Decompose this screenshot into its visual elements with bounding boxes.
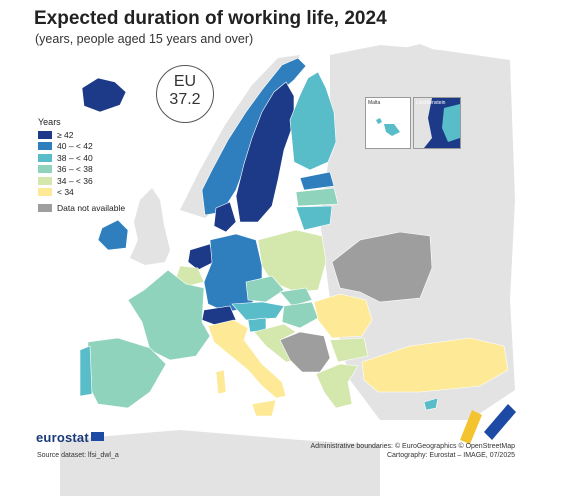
- region-eastern-na: [331, 231, 433, 303]
- legend-label: 40 – < 42: [57, 141, 93, 152]
- region-turkey: [361, 337, 509, 393]
- region-czechia: [245, 275, 285, 303]
- region-sicily: [251, 399, 277, 417]
- eurostat-arrow-graphic-2: [484, 404, 516, 440]
- region-italy: [207, 319, 287, 399]
- legend-item-na: Data not available: [38, 202, 125, 214]
- region-balkans-na: [279, 331, 331, 373]
- region-slovakia: [279, 287, 313, 307]
- region-cyprus: [423, 397, 439, 411]
- legend-swatch: [38, 176, 52, 185]
- legend-swatch: [38, 188, 52, 197]
- credit-cartography: Cartography: Eurostat – IMAGE, 07/2025: [386, 452, 515, 459]
- inset-malta-label: Malta: [368, 100, 381, 106]
- credit-boundaries: Administrative boundaries: © EuroGeograp…: [310, 443, 515, 450]
- eu-flag-icon: [91, 432, 104, 441]
- legend-item: 36 – < 38: [38, 164, 125, 176]
- legend-item: 34 – < 36: [38, 175, 125, 187]
- map-subtitle: (years, people aged 15 years and over): [35, 32, 254, 46]
- region-netherlands: [187, 243, 215, 271]
- region-finland: [289, 71, 337, 171]
- legend-label: 34 – < 36: [57, 175, 93, 186]
- legend-swatch: [38, 165, 52, 174]
- region-hungary: [281, 301, 319, 329]
- region-iceland: [81, 77, 127, 113]
- region-sweden: [235, 81, 295, 223]
- africa-land: [60, 430, 380, 496]
- legend-swatch: [38, 203, 52, 212]
- inset-liechtenstein: Liechtenstein: [413, 97, 461, 149]
- legend-item: ≥ 42: [38, 129, 125, 141]
- legend-label: ≥ 42: [57, 129, 74, 140]
- uk-land: [130, 188, 170, 265]
- eurostat-logo: eurostat: [36, 430, 89, 445]
- region-belgium: [175, 265, 205, 287]
- eu-badge-value: 37.2: [169, 91, 201, 108]
- region-austria: [231, 301, 285, 321]
- legend-item: < 34: [38, 187, 125, 199]
- legend-swatch: [38, 153, 52, 162]
- inset-malta-shape: [376, 118, 400, 136]
- legend-label: < 34: [57, 187, 74, 198]
- inset-liechtenstein-shape: [414, 98, 460, 148]
- region-ireland: [97, 219, 129, 251]
- legend-label: Data not available: [57, 202, 126, 213]
- region-poland: [257, 229, 327, 293]
- inset-malta: Malta: [365, 97, 411, 149]
- legend-item: 40 – < 42: [38, 141, 125, 153]
- legend-swatch: [38, 142, 52, 151]
- map-title: Expected duration of working life, 2024: [34, 8, 387, 29]
- region-sardinia: [215, 369, 227, 395]
- svalbard-land: [388, 44, 440, 62]
- region-romania: [313, 293, 373, 339]
- region-denmark: [213, 201, 237, 233]
- legend-label: 38 – < 40: [57, 152, 93, 163]
- region-france: [127, 269, 211, 361]
- eurostat-arrow-graphic: [460, 410, 482, 444]
- source-dataset: Source dataset: lfsi_dwl_a: [37, 452, 119, 459]
- eu-badge-label: EU: [173, 73, 197, 90]
- region-latvia: [295, 187, 339, 207]
- eu-average-badge: EU 37.2: [156, 65, 214, 123]
- region-bulgaria: [329, 337, 369, 363]
- legend-title: Years: [38, 117, 61, 127]
- region-greece: [315, 363, 359, 409]
- region-lithuania: [295, 205, 333, 231]
- map-legend: Years ≥ 42 40 – < 42 38 – < 40 36 – < 38…: [38, 117, 125, 214]
- region-estonia: [299, 171, 335, 191]
- legend-label: 36 – < 38: [57, 164, 93, 175]
- inset-liechtenstein-label: Liechtenstein: [416, 100, 446, 106]
- legend-swatch: [38, 130, 52, 139]
- legend-item: 38 – < 40: [38, 152, 125, 164]
- region-portugal: [79, 345, 93, 397]
